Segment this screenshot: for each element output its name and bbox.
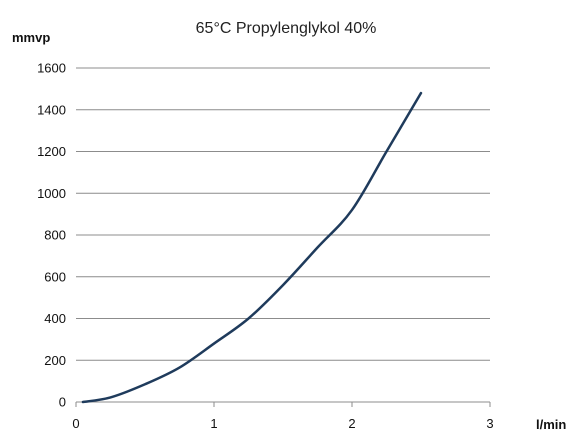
y-tick-label: 1200 xyxy=(37,144,66,159)
y-tick-label: 1400 xyxy=(37,102,66,117)
y-tick-label: 1600 xyxy=(37,61,66,76)
y-tick-label: 600 xyxy=(44,269,66,284)
x-tick-label: 1 xyxy=(210,416,217,431)
y-tick-label: 800 xyxy=(44,228,66,243)
x-tick-label: 2 xyxy=(348,416,355,431)
series-line xyxy=(81,91,423,404)
x-tick-label: 3 xyxy=(486,416,493,431)
y-tick-label: 400 xyxy=(44,311,66,326)
y-tick-label: 1000 xyxy=(37,186,66,201)
x-axis-label: l/min xyxy=(536,417,566,432)
x-tick-label: 0 xyxy=(72,416,79,431)
chart-title: 65°C Propylenglykol 40% xyxy=(196,20,377,37)
y-tick-label: 0 xyxy=(59,395,66,410)
y-tick-label: 200 xyxy=(44,353,66,368)
y-axis-label: mmvp xyxy=(12,30,50,45)
